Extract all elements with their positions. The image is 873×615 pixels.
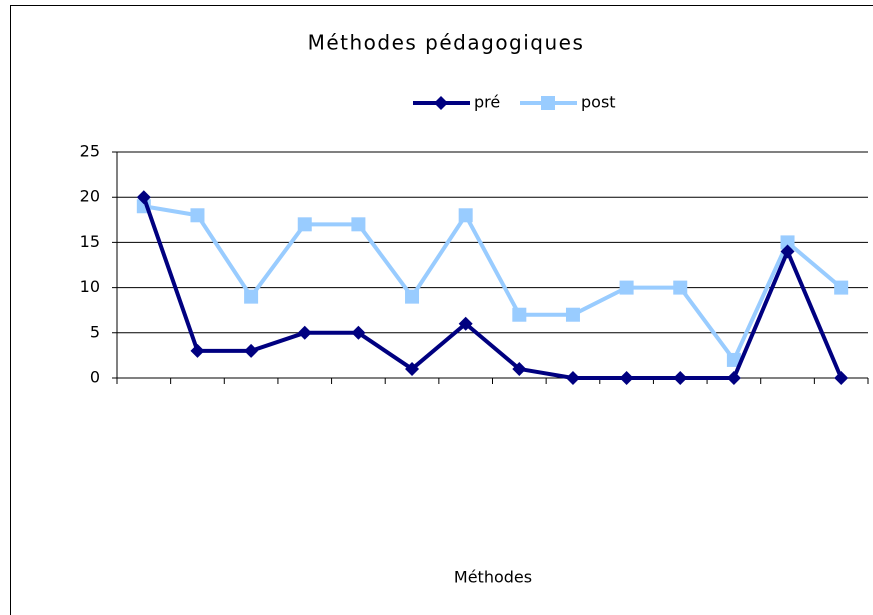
point-marker [673,371,688,385]
chart-title: Méthodes pédagogiques [308,31,585,55]
point-marker [244,289,259,304]
point-marker [780,244,795,259]
point-marker [726,352,741,367]
y-tick-label: 25 [80,142,100,161]
point-marker [834,371,849,385]
series-line [141,196,844,380]
point-marker [297,325,312,340]
point-marker [244,343,259,358]
point-marker [190,208,205,223]
point-marker [619,371,634,385]
y-tick-label: 10 [80,277,100,296]
point-marker [565,371,580,385]
y-tick-label: 15 [80,232,100,251]
point-marker [434,96,448,110]
point-marker [405,289,420,304]
legend-label: post [581,93,616,112]
point-marker [405,361,420,376]
legend-label: pré [474,93,500,112]
y-tick-label: 0 [90,368,100,387]
y-tick-label: 20 [80,187,100,206]
point-marker [726,371,741,385]
point-marker [834,280,849,295]
point-marker [136,190,151,205]
point-marker [351,217,366,232]
series-line [143,204,843,362]
point-marker [190,343,205,358]
point-marker [297,217,312,232]
x-axis-label: Méthodes [454,568,532,587]
point-marker [458,208,473,223]
point-marker [619,280,634,295]
point-marker [541,96,555,110]
point-marker [458,316,473,331]
point-marker [351,325,366,340]
point-marker [673,280,688,295]
point-marker [512,361,527,376]
point-marker [512,307,527,322]
point-marker [565,307,580,322]
point-marker [780,235,795,250]
y-tick-label: 5 [90,322,100,341]
